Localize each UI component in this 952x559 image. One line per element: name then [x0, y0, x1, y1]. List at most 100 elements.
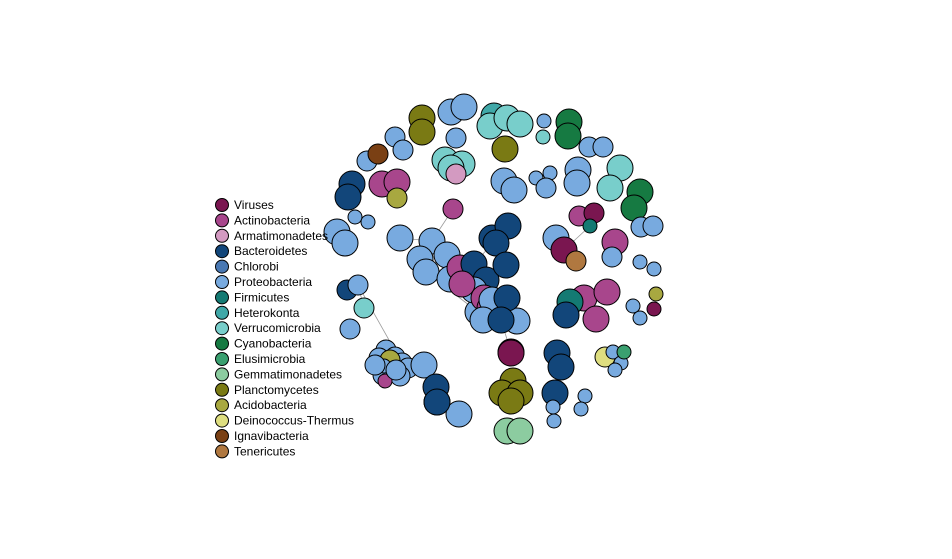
legend-label: Bacteroidetes: [234, 244, 307, 258]
network-node-proteobacteria: [412, 258, 440, 286]
network-node-planctomycetes: [497, 387, 525, 415]
legend-item: Chlorobi: [215, 259, 279, 274]
legend-swatch: [215, 382, 229, 397]
network-node-verrucomicrobia: [535, 129, 551, 145]
legend-label: Acidobacteria: [234, 398, 307, 412]
network-node-verrucomicrobia: [596, 174, 624, 202]
legend-label: Deinococcus-Thermus: [234, 414, 354, 428]
network-node-viruses: [646, 301, 662, 317]
legend-label: Chlorobi: [234, 260, 279, 274]
network-node-proteobacteria: [386, 224, 414, 252]
legend-swatch: [215, 367, 229, 382]
legend-item: Heterokonta: [215, 305, 300, 320]
network-node-bacteroidetes: [423, 388, 451, 416]
legend-swatch: [215, 228, 229, 243]
legend-swatch: [215, 275, 229, 289]
legend-item: Viruses: [215, 198, 274, 212]
legend-swatch: [215, 290, 229, 305]
legend-label: Firmicutes: [234, 290, 289, 304]
network-node-actinobacteria: [448, 270, 476, 298]
legend-label: Armatimonadetes: [234, 229, 328, 243]
legend-swatch: [215, 398, 229, 413]
network-node-proteobacteria: [445, 127, 467, 149]
network-node-proteobacteria: [331, 229, 359, 257]
legend-label: Proteobacteria: [234, 275, 312, 289]
legend-label: Actinobacteria: [234, 213, 310, 227]
network-node-proteobacteria: [545, 399, 561, 415]
legend-label: Viruses: [234, 198, 274, 212]
legend-item: Cyanobacteria: [215, 336, 312, 351]
network-node-firmicutes: [582, 218, 598, 234]
legend-swatch: [215, 321, 229, 336]
network-node-proteobacteria: [500, 176, 528, 204]
legend-item: Actinobacteria: [215, 213, 310, 228]
legend-item: Firmicutes: [215, 290, 289, 305]
legend-item: Proteobacteria: [215, 275, 312, 289]
legend-swatch: [215, 259, 229, 274]
network-node-actinobacteria: [582, 305, 610, 333]
network-node-proteobacteria: [607, 362, 623, 378]
network-node-proteobacteria: [339, 318, 361, 340]
network-node-cyanobacteria: [554, 122, 582, 150]
network-node-proteobacteria: [347, 209, 363, 225]
network-node-proteobacteria: [563, 169, 591, 197]
network-node-actinobacteria: [377, 373, 393, 389]
network-node-proteobacteria: [573, 401, 589, 417]
network-node-planctomycetes: [408, 118, 436, 146]
network-node-bacteroidetes: [487, 306, 515, 334]
legend-label: Tenericutes: [234, 444, 295, 458]
legend-swatch: [215, 213, 229, 228]
legend-swatch: [215, 352, 229, 366]
network-node-acidobacteria: [386, 187, 408, 209]
legend-item: Gemmatimonadetes: [215, 367, 342, 382]
network-node-proteobacteria: [535, 177, 557, 199]
legend-item: Verrucomicrobia: [215, 321, 321, 336]
network-node-proteobacteria: [601, 246, 623, 268]
network-node-proteobacteria: [360, 214, 376, 230]
network-node-proteobacteria: [592, 136, 614, 158]
legend-label: Heterokonta: [234, 306, 300, 320]
network-node-proteobacteria: [625, 298, 641, 314]
legend-item: Elusimicrobia: [215, 352, 306, 366]
legend-label: Verrucomicrobia: [234, 321, 321, 335]
network-node-planctomycetes: [491, 135, 519, 163]
legend-swatch: [215, 198, 229, 212]
legend-item: Planctomycetes: [215, 382, 319, 397]
network-node-bacteroidetes: [492, 251, 520, 279]
network-node-proteobacteria: [546, 413, 562, 429]
legend-item: Acidobacteria: [215, 398, 307, 413]
node-layer: [323, 93, 664, 445]
network-node-actinobacteria: [593, 278, 621, 306]
legend-item: Ignavibacteria: [215, 429, 309, 443]
legend-item: Tenericutes: [215, 444, 295, 459]
network-node-proteobacteria: [642, 215, 664, 237]
network-node-proteobacteria: [410, 351, 438, 379]
network-node-bacteroidetes: [334, 183, 362, 211]
legend-item: Deinococcus-Thermus: [215, 413, 354, 428]
network-node-ignavibacteria: [367, 143, 389, 165]
legend-swatch: [215, 305, 229, 320]
legend-swatch: [215, 444, 229, 459]
network-node-proteobacteria: [577, 388, 593, 404]
network-node-bacteroidetes: [552, 301, 580, 329]
network-node-proteobacteria: [392, 139, 414, 161]
network-node-elusimicrobia: [616, 344, 632, 360]
network-node-proteobacteria: [646, 261, 662, 277]
legend-swatch: [215, 413, 229, 428]
legend-label: Ignavibacteria: [234, 429, 309, 443]
network-node-proteobacteria: [385, 359, 407, 381]
legend-swatch: [215, 336, 229, 351]
network-node-bacteroidetes: [547, 353, 575, 381]
network-node-tenericutes: [565, 250, 587, 272]
legend-label: Elusimicrobia: [234, 352, 306, 366]
legend-item: Bacteroidetes: [215, 244, 307, 258]
network-node-actinobacteria: [442, 198, 464, 220]
network-node-proteobacteria: [445, 400, 473, 428]
network-node-proteobacteria: [536, 113, 552, 129]
network-node-proteobacteria: [347, 274, 369, 296]
legend-item: Armatimonadetes: [215, 228, 328, 243]
legend-swatch: [215, 429, 229, 443]
